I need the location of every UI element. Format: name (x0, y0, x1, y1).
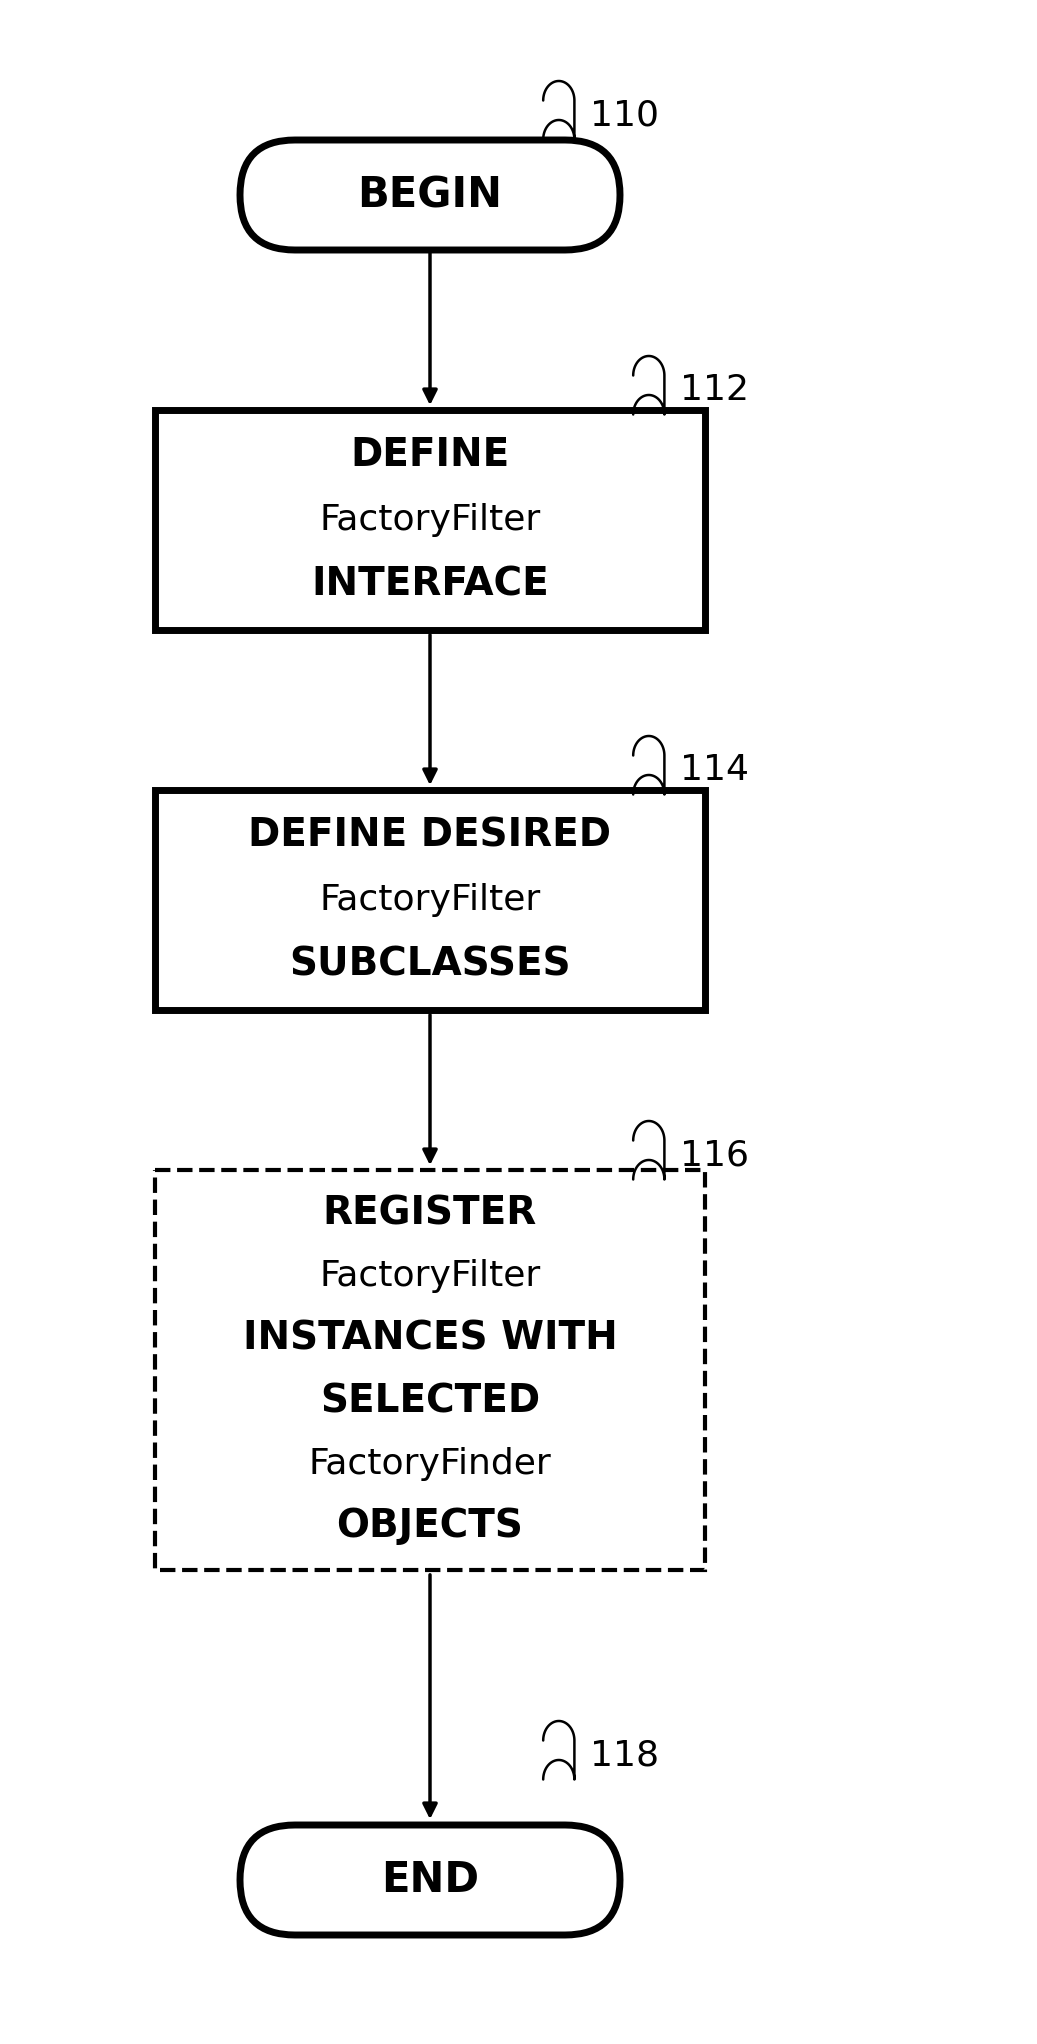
Text: REGISTER: REGISTER (323, 1196, 537, 1233)
Text: FactoryFilter: FactoryFilter (319, 1259, 540, 1294)
Text: DEFINE: DEFINE (351, 435, 509, 474)
Text: 118: 118 (590, 1737, 660, 1772)
FancyBboxPatch shape (240, 139, 620, 249)
Text: SUBCLASSES: SUBCLASSES (289, 946, 570, 983)
Text: BEGIN: BEGIN (358, 174, 503, 217)
Bar (155, 411, 705, 630)
Text: OBJECTS: OBJECTS (337, 1506, 524, 1545)
Text: 110: 110 (590, 98, 658, 133)
Text: 116: 116 (680, 1139, 749, 1171)
Text: INTERFACE: INTERFACE (311, 566, 549, 603)
Text: 114: 114 (680, 752, 749, 787)
Text: DEFINE DESIRED: DEFINE DESIRED (249, 816, 612, 854)
Text: FactoryFinder: FactoryFinder (309, 1447, 552, 1480)
Text: 112: 112 (680, 372, 749, 407)
Text: SELECTED: SELECTED (320, 1382, 540, 1421)
Text: INSTANCES WITH: INSTANCES WITH (243, 1320, 617, 1357)
Bar (155, 1169, 705, 1570)
Text: FactoryFilter: FactoryFilter (319, 883, 540, 918)
Bar (155, 789, 705, 1010)
Text: END: END (381, 1858, 479, 1901)
FancyBboxPatch shape (240, 1825, 620, 1936)
Text: FactoryFilter: FactoryFilter (319, 503, 540, 538)
